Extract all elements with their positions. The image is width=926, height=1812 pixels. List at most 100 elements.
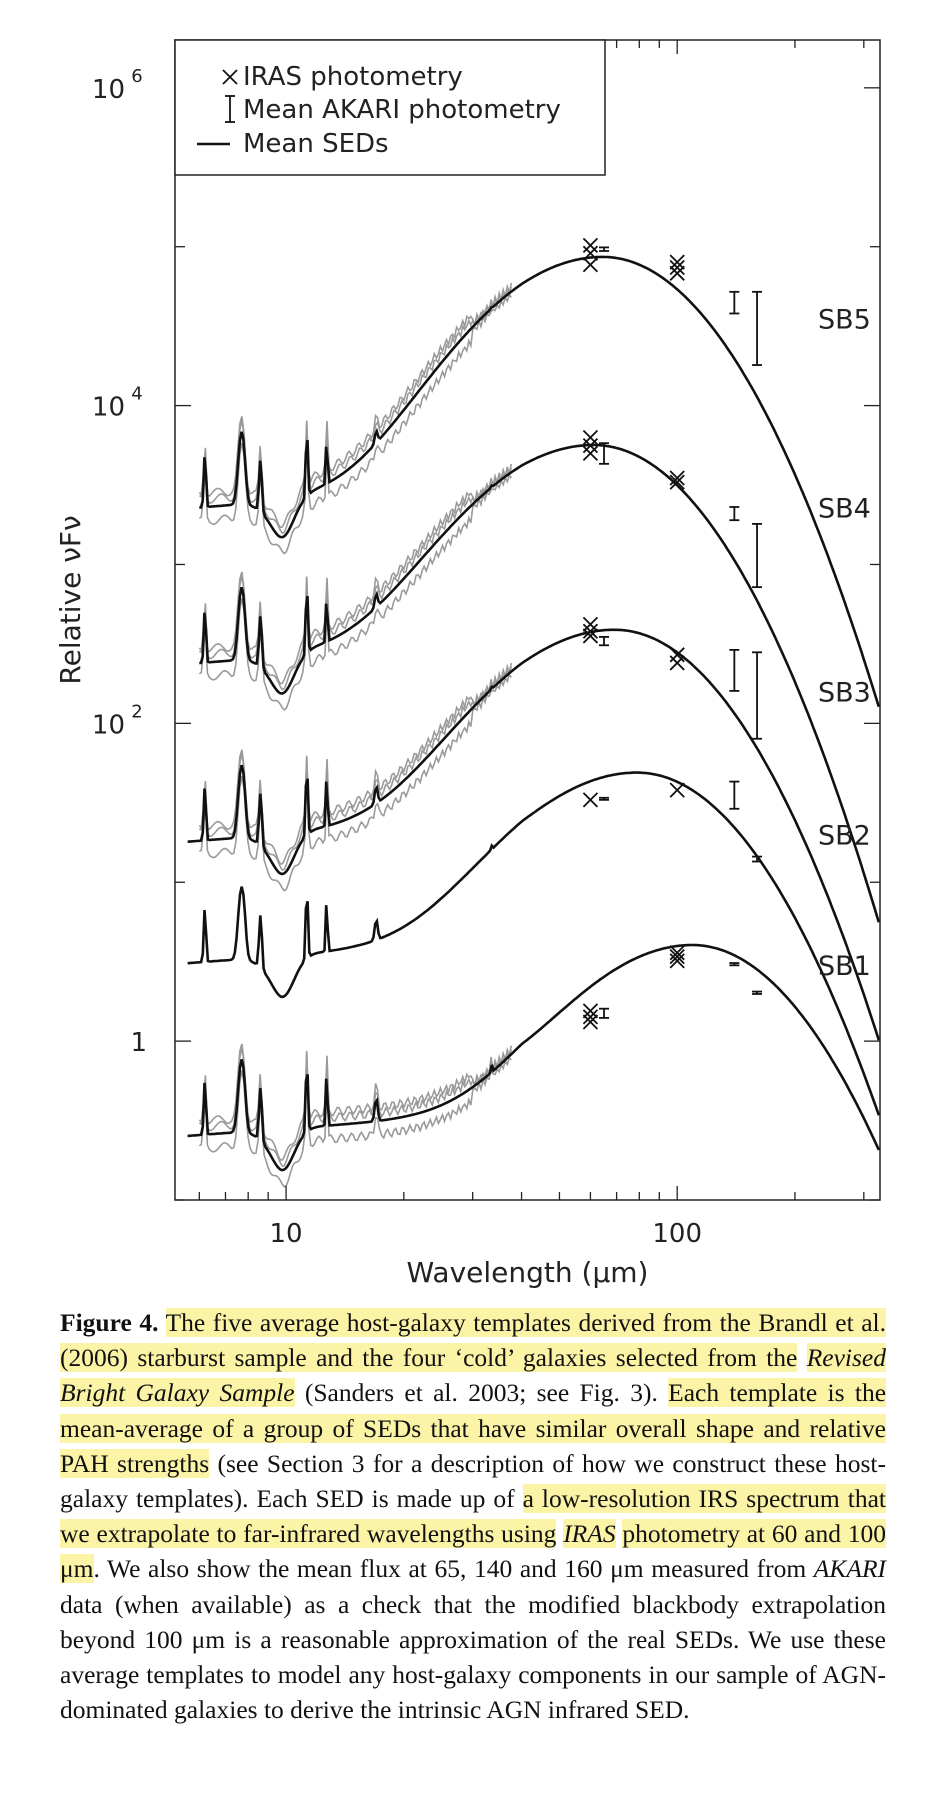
series-sb1: SB1: [187, 943, 881, 1188]
iras-point: [582, 437, 599, 454]
iras-point: [582, 237, 599, 253]
iras-cross-stroke: [582, 1009, 599, 1025]
series-label: SB3: [818, 678, 871, 709]
iras-cross-stroke: [582, 257, 599, 273]
iras-cross-stroke: [582, 1014, 599, 1030]
iras-cross-stroke: [582, 437, 599, 454]
iras-cross-stroke: [669, 953, 685, 969]
individual-sed: [199, 666, 513, 872]
akari-errorbar: [599, 1007, 610, 1019]
caption-italic-rbgs: Revised Bright Galaxy Sample: [60, 1343, 886, 1408]
series-label: SB4: [818, 493, 871, 524]
individual-sed: [198, 1055, 512, 1188]
series-layer: SB5 SB4 SB3 SB2 SB1: [187, 237, 881, 1188]
akari-errorbar: [752, 523, 763, 589]
series-label: SB5: [818, 304, 871, 335]
mean-sed: [199, 255, 881, 708]
caption-highlight-1: The five average host-galaxy templates d…: [60, 1308, 886, 1373]
x-tick-label: 10: [270, 1219, 303, 1249]
iras-point: [669, 782, 685, 798]
individual-sed: [198, 662, 513, 865]
iras-point: [582, 245, 599, 261]
akari-errorbar: [752, 290, 763, 366]
mean-sed: [187, 943, 881, 1172]
iras-point: [582, 257, 599, 273]
akari-errorbar: [752, 651, 763, 740]
y-tick-exponent: 6: [131, 66, 142, 87]
individual-sed: [198, 463, 513, 685]
mean-sed: [199, 443, 881, 923]
series-label: SB1: [818, 951, 871, 982]
y-tick-label: 10: [92, 710, 125, 740]
x-tick-label: 100: [652, 1219, 702, 1249]
figure-caption: Figure 4. The five average host-galaxy t…: [60, 1305, 887, 1727]
iras-cross-stroke: [669, 265, 685, 281]
iras-point: [669, 265, 685, 281]
iras-cross-stroke: [669, 782, 685, 798]
legend-label-mean-sed: Mean SEDs: [243, 129, 389, 159]
y-tick-label: 10: [92, 393, 125, 423]
iras-point: [582, 1009, 599, 1025]
caption-figure-label: Figure 4.: [60, 1308, 159, 1337]
iras-cross-stroke: [582, 616, 599, 632]
y-tick-label: 1: [130, 1028, 147, 1058]
iras-cross-stroke: [669, 259, 685, 276]
y-tick-exponent: 4: [131, 384, 142, 405]
iras-cross-stroke: [669, 474, 685, 490]
iras-point: [582, 623, 599, 639]
y-tick-label: 10: [92, 75, 125, 105]
caption-italic-iras: IRAS: [563, 1519, 616, 1549]
individual-sed: [199, 467, 513, 691]
figure: SB5 SB4 SB3 SB2 SB1 10 100 Wavelength (μm) 1 10 2…: [54, 39, 881, 1289]
individual-sed: [198, 282, 513, 529]
caption-italic-akari: AKARI: [813, 1554, 887, 1584]
individual-sed: [199, 1047, 513, 1168]
individual-sed: [199, 286, 513, 535]
legend-iras-icon: [222, 69, 238, 85]
mean-sed: [187, 771, 881, 1116]
series-sb5: SB5: [198, 237, 881, 708]
iras-cross-stroke: [582, 792, 599, 808]
iras-point: [669, 474, 685, 490]
akari-errorbar: [599, 636, 610, 647]
iras-point: [669, 254, 685, 270]
y-tick-exponent: 2: [131, 701, 142, 722]
individual-sed: [198, 1043, 513, 1161]
iras-point: [669, 953, 685, 969]
individual-sed: [198, 473, 512, 711]
iras-cross-stroke: [582, 623, 599, 639]
iras-cross-stroke: [582, 445, 599, 462]
caption-text-2: (Sanders et al. 2003; see Fig. 3).: [304, 1378, 658, 1408]
iras-point: [582, 616, 599, 632]
individual-sed: [198, 672, 512, 892]
akari-errorbar: [599, 796, 610, 801]
iras-point: [669, 259, 685, 276]
akari-errorbar: [729, 962, 740, 967]
legend-label-akari: Mean AKARI photometry: [243, 95, 561, 125]
akari-errorbar: [752, 855, 763, 863]
iras-point: [582, 792, 599, 808]
legend-label-iras: IRAS photometry: [243, 62, 463, 92]
iras-point: [669, 949, 685, 965]
iras-cross-stroke: [582, 1003, 599, 1019]
caption-text-3: (see Section 3 for a description of how …: [60, 1448, 887, 1514]
akari-errorbar: [599, 246, 610, 252]
y-axis-label: Relative νFν: [54, 515, 87, 684]
iras-cross-stroke: [582, 628, 599, 644]
akari-errorbar: [729, 506, 740, 522]
akari-errorbar: [729, 648, 740, 692]
series-sb2: SB2: [187, 771, 881, 1116]
series-sb4: SB4: [198, 429, 881, 923]
series-sb3: SB3: [187, 616, 881, 1041]
iras-point: [582, 1003, 599, 1019]
mean-sed: [187, 628, 881, 1041]
iras-point: [669, 655, 685, 671]
akari-errorbar: [752, 990, 763, 995]
legend-box: [174, 39, 606, 176]
akari-errorbar: [729, 290, 740, 315]
series-label: SB2: [818, 820, 871, 851]
iras-cross-stroke: [669, 470, 685, 486]
